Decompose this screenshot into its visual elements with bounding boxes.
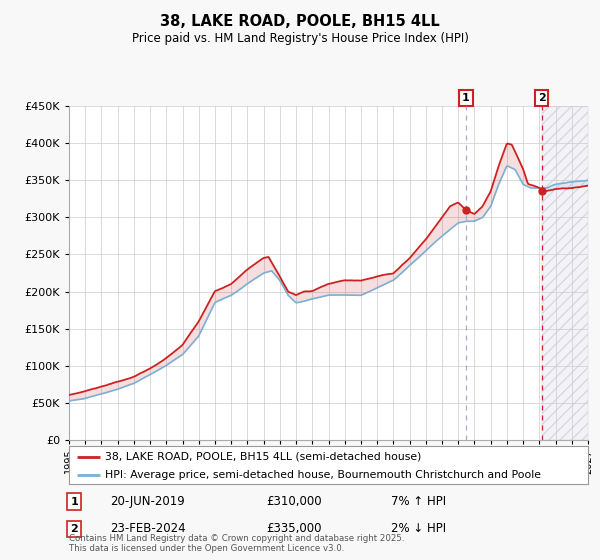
Text: Price paid vs. HM Land Registry's House Price Index (HPI): Price paid vs. HM Land Registry's House … [131, 32, 469, 45]
Text: 38, LAKE ROAD, POOLE, BH15 4LL: 38, LAKE ROAD, POOLE, BH15 4LL [160, 14, 440, 29]
Text: £335,000: £335,000 [266, 522, 322, 535]
Text: 38, LAKE ROAD, POOLE, BH15 4LL (semi-detached house): 38, LAKE ROAD, POOLE, BH15 4LL (semi-det… [106, 452, 422, 462]
Text: 20-JUN-2019: 20-JUN-2019 [110, 495, 185, 508]
Text: £310,000: £310,000 [266, 495, 322, 508]
Text: 7% ↑ HPI: 7% ↑ HPI [391, 495, 446, 508]
Text: Contains HM Land Registry data © Crown copyright and database right 2025.
This d: Contains HM Land Registry data © Crown c… [69, 534, 404, 553]
Text: 1: 1 [70, 497, 78, 507]
Text: 2% ↓ HPI: 2% ↓ HPI [391, 522, 446, 535]
Text: HPI: Average price, semi-detached house, Bournemouth Christchurch and Poole: HPI: Average price, semi-detached house,… [106, 470, 541, 480]
Text: 2: 2 [70, 524, 78, 534]
Text: 2: 2 [538, 93, 545, 103]
Text: 1: 1 [462, 93, 470, 103]
Text: 23-FEB-2024: 23-FEB-2024 [110, 522, 186, 535]
